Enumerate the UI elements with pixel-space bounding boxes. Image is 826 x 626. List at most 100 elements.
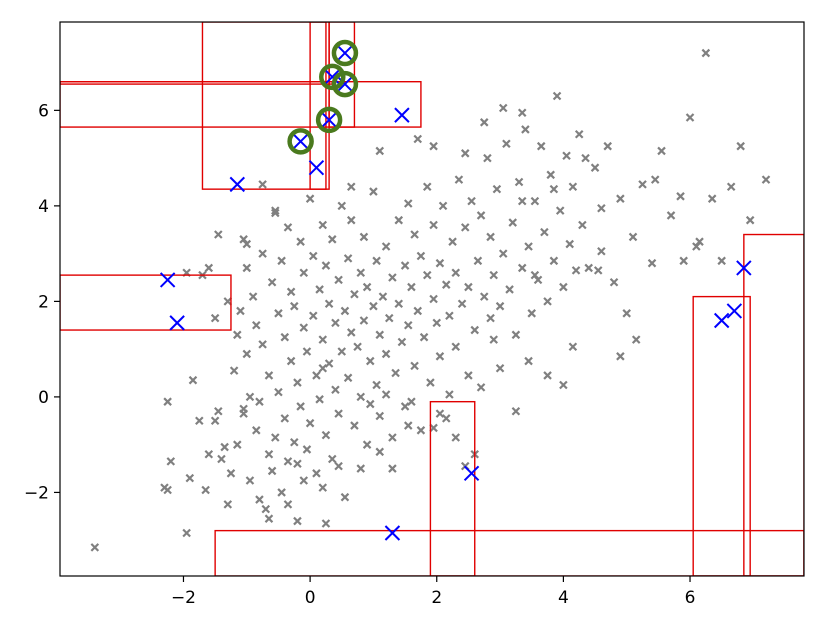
data-point	[271, 206, 280, 215]
data-point	[195, 416, 204, 426]
data-point	[337, 201, 347, 211]
axis-ticks: −2 0 2 4 6 −2 0 2 4 6	[24, 101, 696, 608]
data-point	[369, 301, 378, 311]
data-point	[233, 440, 242, 449]
data-point	[283, 500, 293, 509]
data-point	[584, 263, 593, 273]
data-point	[343, 254, 353, 263]
data-point	[521, 125, 530, 134]
data-point	[533, 275, 543, 285]
data-point	[473, 256, 483, 266]
data-point	[242, 263, 252, 273]
data-point	[331, 318, 340, 328]
data-point	[258, 180, 267, 189]
data-point	[429, 294, 438, 304]
data-point	[451, 433, 461, 442]
data-point	[511, 406, 521, 416]
data-point	[381, 390, 391, 399]
data-point	[315, 285, 324, 294]
data-point	[486, 232, 495, 242]
data-point	[242, 239, 252, 249]
bounding-box	[60, 80, 333, 85]
data-point	[283, 457, 293, 466]
data-point	[223, 297, 233, 306]
data-point	[290, 437, 299, 447]
outlier-marker	[394, 107, 410, 123]
data-point	[346, 182, 356, 192]
data-point	[609, 278, 619, 287]
outlier-marker	[321, 112, 337, 128]
outlier-marker	[713, 312, 730, 329]
data-point	[350, 289, 359, 299]
data-point	[460, 149, 470, 158]
data-point	[299, 323, 309, 332]
data-point	[299, 268, 309, 278]
data-point	[562, 151, 571, 161]
data-point	[90, 543, 100, 552]
data-point	[331, 385, 340, 395]
outlier-marker	[337, 76, 353, 92]
data-point	[403, 421, 413, 430]
data-point	[324, 299, 334, 309]
data-point	[359, 316, 369, 325]
data-point	[568, 182, 578, 192]
bounding-box	[60, 274, 232, 331]
data-point	[590, 163, 600, 172]
data-point	[593, 266, 603, 275]
data-point	[464, 371, 473, 380]
data-point	[391, 368, 400, 378]
data-point	[460, 223, 470, 232]
outlier-marker	[463, 465, 480, 482]
outlier-marker	[736, 260, 752, 276]
data-point	[616, 352, 625, 361]
data-point	[318, 363, 328, 373]
data-point	[277, 488, 286, 497]
data-point	[530, 270, 540, 280]
data-point	[524, 356, 533, 366]
data-point	[416, 251, 426, 261]
data-point	[356, 392, 366, 402]
data-point	[308, 311, 318, 320]
data-point	[467, 196, 476, 206]
data-point	[312, 371, 321, 380]
data-point	[546, 170, 556, 180]
data-point	[264, 449, 274, 459]
data-point	[163, 397, 172, 406]
data-point	[565, 239, 574, 249]
bounding-box	[214, 529, 804, 576]
data-point	[597, 246, 606, 256]
x-tick-label: 2	[431, 588, 442, 608]
data-point	[280, 414, 290, 423]
data-point	[631, 335, 641, 344]
data-point	[549, 184, 559, 194]
data-point	[692, 242, 701, 251]
data-point	[204, 263, 214, 273]
data-point	[429, 141, 438, 151]
data-point	[479, 118, 489, 127]
data-point	[407, 397, 416, 406]
data-point	[549, 256, 559, 266]
data-point	[597, 203, 606, 213]
data-point	[381, 349, 391, 359]
data-point	[397, 337, 407, 347]
data-point	[346, 328, 356, 337]
data-point	[628, 232, 638, 242]
data-point	[302, 445, 312, 454]
data-point	[410, 361, 419, 371]
data-point	[448, 237, 457, 246]
data-point	[223, 500, 233, 509]
data-point	[233, 330, 242, 340]
data-point	[559, 282, 568, 292]
data-point	[540, 227, 549, 237]
data-point	[559, 380, 568, 390]
data-point	[378, 292, 388, 301]
data-point	[318, 335, 328, 344]
data-point	[435, 352, 445, 361]
x-tick-label: 0	[305, 588, 316, 608]
data-point	[312, 469, 321, 478]
outlier-marker	[308, 159, 325, 176]
data-point	[679, 256, 688, 266]
data-point	[264, 371, 274, 380]
data-point	[261, 504, 271, 514]
data-point	[407, 282, 416, 292]
